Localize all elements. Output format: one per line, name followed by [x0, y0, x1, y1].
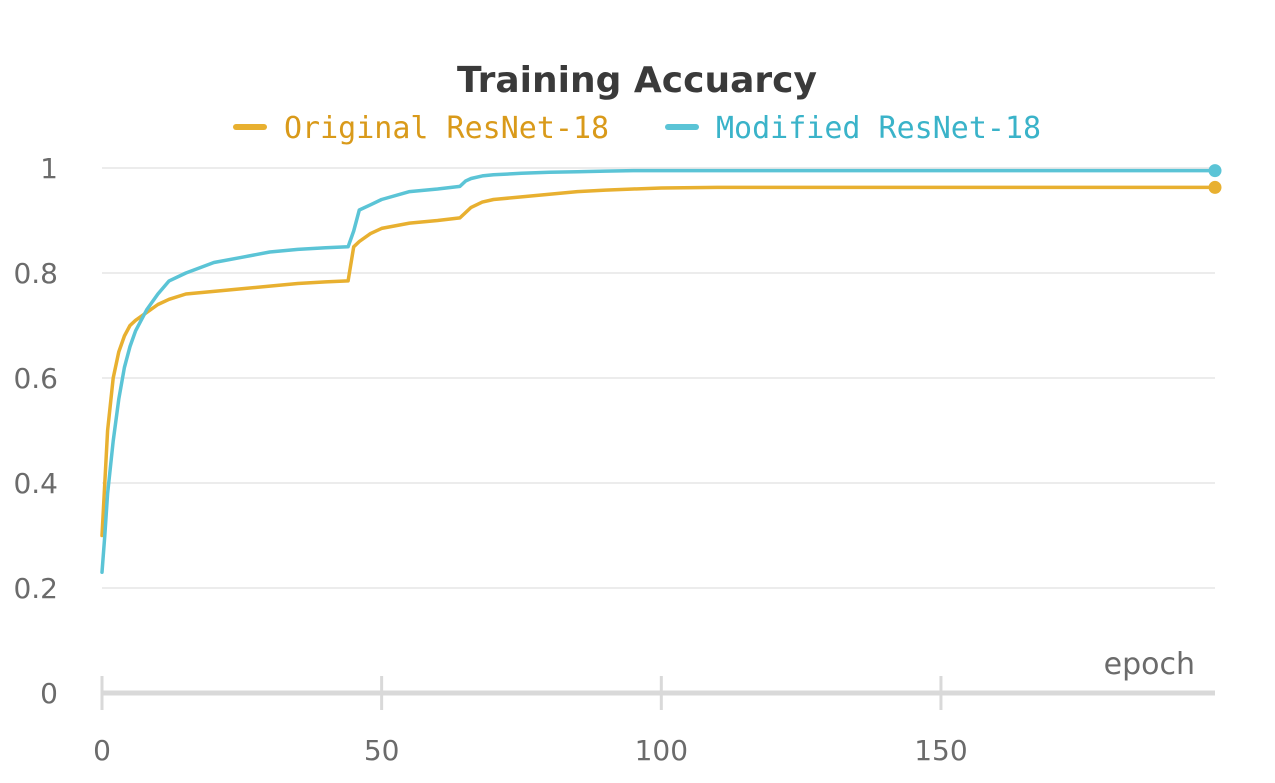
y-tick-label: 1 — [40, 152, 58, 185]
x-axis-label: epoch — [1104, 647, 1195, 682]
y-tick-label: 0.8 — [13, 257, 58, 290]
x-tick-label: 0 — [93, 734, 111, 767]
x-tick-label: 100 — [635, 734, 688, 767]
series-end-marker — [1208, 180, 1222, 194]
x-tick-label: 150 — [914, 734, 967, 767]
y-tick-label: 0.6 — [13, 362, 58, 395]
gridlines — [102, 167, 1215, 589]
y-axis-ticks: 0 0.2 0.4 0.6 0.8 1 — [13, 152, 58, 710]
legend: Original ResNet-18 Modified ResNet-18 — [233, 111, 1041, 146]
chart-title: Training Accuarcy — [457, 60, 817, 101]
series-end-marker — [1208, 164, 1222, 178]
series-line-original-resnet-18 — [100, 185, 1217, 538]
y-tick-label: 0 — [40, 677, 58, 710]
series-lines — [100, 164, 1222, 575]
x-tick-label: 50 — [364, 734, 400, 767]
y-tick-label: 0.2 — [13, 572, 58, 605]
series-line-modified-resnet-18 — [100, 168, 1217, 575]
legend-label: Original ResNet-18 — [284, 111, 609, 146]
x-axis-ticks: 0 50 100 150 — [93, 676, 968, 767]
legend-label: Modified ResNet-18 — [716, 111, 1041, 146]
y-tick-label: 0.4 — [13, 467, 58, 500]
